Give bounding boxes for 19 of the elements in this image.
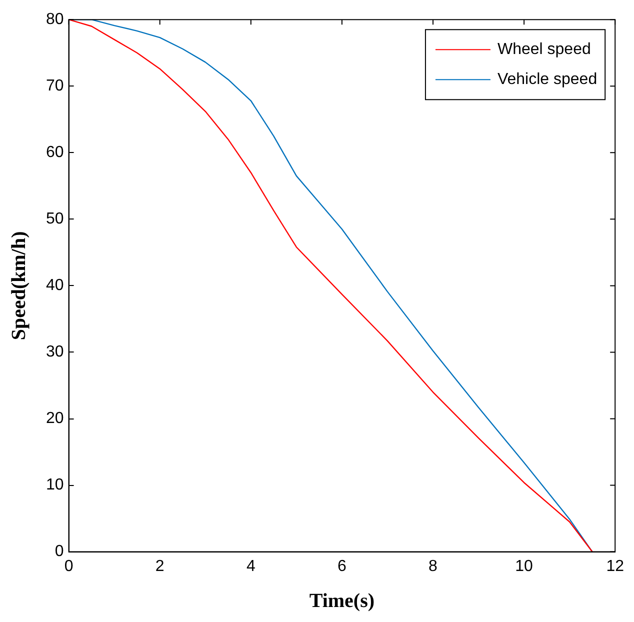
x-tick-label: 4: [246, 558, 256, 575]
x-tick-label: 12: [606, 558, 624, 575]
x-tick-label: 6: [337, 558, 346, 575]
y-tick-label: 60: [46, 144, 64, 162]
y-tick-label: 0: [54, 543, 64, 560]
y-axis-title: Speed(km/h): [8, 231, 30, 340]
y-tick-label: 50: [46, 210, 64, 228]
y-tick-label: 30: [46, 344, 64, 361]
x-axis-title: Time(s): [309, 590, 375, 612]
y-tick-label: 10: [46, 476, 64, 494]
x-tick-label: 8: [428, 558, 438, 575]
y-tick-label: 70: [46, 78, 64, 95]
y-tick-label: 20: [46, 410, 64, 428]
x-tick-label: 10: [515, 558, 534, 575]
y-tick-label: 80: [46, 11, 64, 28]
legend-label: Wheel speed: [497, 41, 591, 58]
legend-label: Vehicle speed: [497, 71, 598, 88]
x-tick-label: 2: [155, 558, 164, 575]
y-tick-label: 40: [46, 277, 64, 294]
